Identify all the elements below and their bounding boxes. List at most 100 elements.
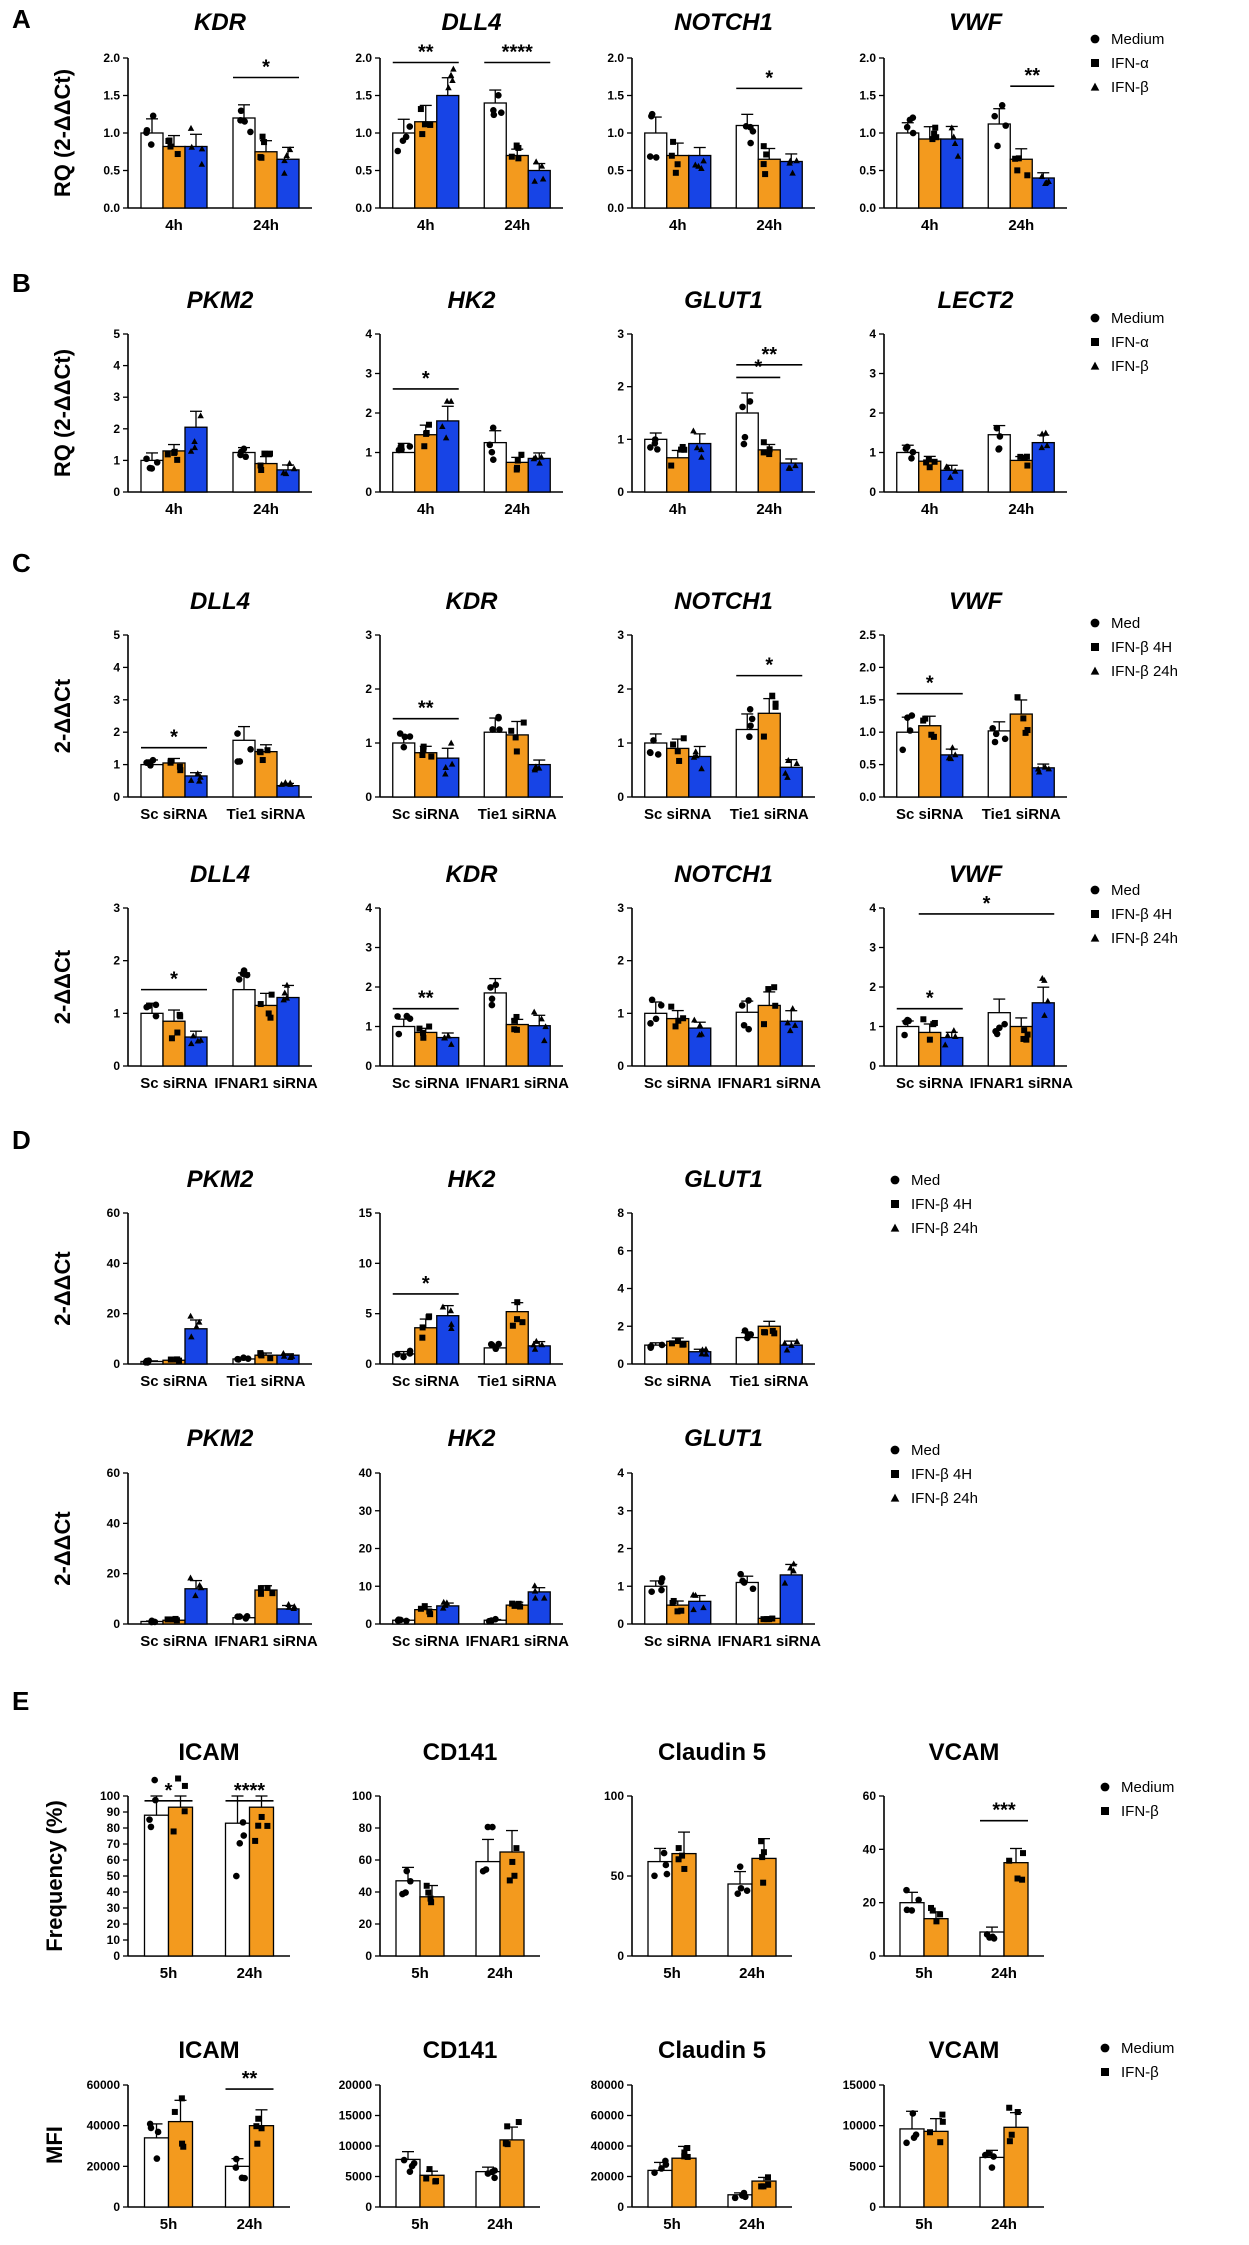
data-point (148, 1618, 155, 1626)
chart-title: ICAM (178, 2037, 239, 2064)
data-point (1045, 178, 1052, 184)
chart-title: KDR (446, 588, 499, 615)
data-point (283, 994, 291, 1001)
y-tick-label: 1 (617, 736, 624, 750)
bar (248, 2125, 275, 2208)
x-category-label: 24h (504, 217, 530, 234)
data-point (447, 739, 455, 746)
y-tick-label: 20000 (87, 2159, 121, 2173)
data-point (933, 134, 940, 141)
bar (735, 728, 759, 798)
data-point (147, 762, 154, 769)
x-category-label: 24h (487, 1965, 513, 1982)
chart-title: GLUT1 (684, 287, 763, 314)
y-tick-label: 40 (107, 1516, 121, 1530)
y-tick-label: 1.5 (859, 89, 876, 103)
data-point (514, 1316, 521, 1323)
data-point (954, 152, 962, 159)
x-category-label: Sc siRNA (392, 1373, 460, 1390)
y-tick-label: 80 (107, 1821, 121, 1835)
y-tick-label: 4 (869, 901, 876, 915)
y-tick-label: 3 (113, 390, 120, 404)
data-point (915, 1896, 922, 1904)
data-point (700, 157, 707, 164)
bar (688, 1600, 712, 1625)
y-tick-label: 3 (869, 941, 876, 955)
x-category-label: Sc siRNA (140, 1075, 208, 1092)
legend-marker-circle (1090, 313, 1100, 323)
data-point (256, 748, 263, 755)
bar (483, 441, 507, 493)
data-point (447, 1307, 455, 1314)
data-point (152, 1001, 160, 1009)
data-point (419, 1334, 426, 1341)
legend-label: IFN-β 24h (1111, 930, 1178, 947)
y-tick-label: 80 (359, 1821, 373, 1835)
data-point (784, 1019, 791, 1026)
significance-stars: * (926, 673, 934, 695)
data-point (513, 748, 520, 755)
y-tick-label: 60 (107, 1206, 121, 1220)
data-point (1043, 442, 1051, 449)
y-tick-label: 4 (113, 660, 120, 674)
chart-title: VWF (949, 588, 1004, 615)
panel-letter-D: D (12, 1125, 31, 1155)
data-point (538, 453, 545, 460)
y-tick-label: 2 (617, 682, 624, 696)
data-point (695, 162, 702, 169)
y-tick-label: 0 (113, 2200, 120, 2214)
data-point (247, 746, 254, 753)
y-tick-label: 1 (113, 758, 120, 772)
legend-marker-square (1091, 910, 1099, 918)
data-point (267, 1014, 274, 1021)
legend-marker-triangle (1090, 361, 1100, 370)
data-point (790, 1560, 797, 1567)
bar (666, 747, 690, 798)
x-category-label: 4h (417, 501, 435, 518)
significance-stars: ** (418, 698, 434, 720)
significance-stars: * (926, 988, 934, 1010)
y-tick-label: 15000 (843, 2078, 877, 2092)
chart-title: VWF (949, 9, 1004, 36)
data-point (495, 713, 502, 721)
y-tick-label: 4 (365, 901, 372, 915)
data-point (509, 1322, 516, 1329)
data-point (401, 733, 409, 741)
data-point (669, 1599, 676, 1606)
x-category-label: Tie1 siRNA (730, 806, 809, 823)
y-tick-label: 0.0 (859, 201, 876, 215)
legend-marker-square (1101, 1807, 1109, 1815)
data-point (400, 1353, 407, 1361)
y-tick-label: 0 (365, 1617, 372, 1631)
data-point (286, 779, 294, 786)
data-point (1023, 453, 1030, 460)
data-point (696, 1021, 704, 1028)
data-point (678, 1607, 685, 1614)
chart-title: DLL4 (190, 861, 250, 888)
data-point (282, 779, 289, 786)
data-point (492, 981, 500, 989)
data-point (702, 1345, 710, 1352)
data-point (787, 1027, 794, 1034)
significance-stars: * (422, 368, 430, 390)
data-point (698, 1350, 705, 1357)
data-point (680, 1341, 687, 1348)
data-point (234, 1613, 241, 1621)
data-point (492, 1345, 500, 1353)
data-point (530, 1341, 537, 1348)
data-point (448, 1040, 455, 1047)
data-point (290, 465, 298, 472)
bar (671, 2157, 697, 2208)
data-point (509, 1600, 516, 1607)
data-point (772, 1002, 779, 1009)
data-point (148, 465, 156, 472)
data-point (420, 743, 427, 750)
bar (224, 2165, 251, 2208)
legend-label: IFN-β (1121, 2064, 1159, 2081)
data-point (740, 1579, 748, 1586)
data-point (745, 997, 752, 1004)
y-tick-label: 0 (617, 790, 624, 804)
data-point (417, 1605, 424, 1612)
data-point (514, 1299, 521, 1306)
bar (184, 145, 208, 209)
